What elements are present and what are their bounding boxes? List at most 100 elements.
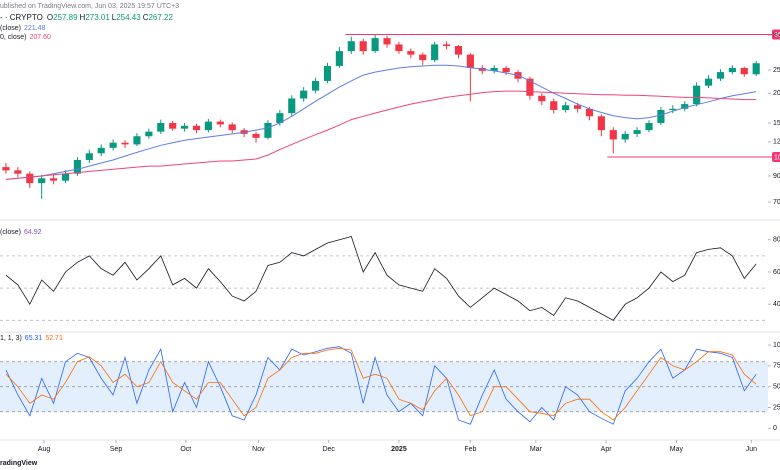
candle-body	[728, 67, 736, 73]
rsi-line	[5, 236, 757, 321]
candle-body	[704, 78, 713, 86]
candle-body	[288, 98, 296, 114]
candle-body	[621, 133, 629, 140]
stoch-legend-name: 1, 1, 3)	[0, 335, 22, 342]
y-tick-label: 150	[773, 120, 780, 127]
candle-body	[502, 67, 510, 73]
stoch-y-tick-label: 0	[773, 425, 777, 432]
level-tag	[772, 152, 780, 163]
candle-body	[300, 90, 308, 99]
stoch-d-value: 52.71	[45, 335, 63, 342]
rsi-y-tick-label: 40	[773, 301, 780, 308]
x-tick-label: Aug	[38, 446, 51, 453]
candle-body	[573, 105, 582, 109]
candle-body	[538, 95, 546, 102]
candle-body	[526, 78, 534, 96]
candle-body	[169, 122, 177, 129]
candle-body	[61, 173, 70, 181]
candle-body	[609, 130, 617, 140]
stoch-k-value: 65.31	[25, 335, 43, 342]
candle-body	[276, 113, 284, 123]
candle-body	[633, 130, 641, 134]
candle-body	[157, 122, 165, 132]
candle-body	[121, 142, 129, 145]
level-label: 352	[774, 32, 780, 39]
x-tick-label: 2025	[391, 446, 407, 453]
ohlc-key: H	[80, 13, 86, 22]
ma-legend-name: 0, close)	[0, 34, 26, 41]
ma-legend-name: (close)	[0, 25, 21, 32]
ohlc-key: C	[143, 13, 149, 22]
candle-body	[645, 122, 653, 131]
candle-body	[562, 105, 570, 111]
ma-legend-label: 0, close) 207.60	[0, 34, 51, 41]
ohlc-value: 254.43	[116, 13, 141, 22]
candle-body	[73, 159, 81, 174]
symbol: - · CRYPTO O257.89 H273.01 L254.43 C267.22	[0, 13, 174, 22]
candle-body	[597, 116, 605, 131]
candle-body	[192, 125, 201, 131]
ma-legend-label: (close) 221.48	[0, 25, 46, 32]
candle-body	[466, 54, 474, 68]
y-tick-label: 70	[773, 199, 780, 206]
candle-body	[252, 133, 260, 138]
x-tick-label: Feb	[464, 446, 476, 453]
x-tick-label: May	[670, 446, 684, 453]
candle-body	[740, 67, 748, 75]
ohlc-value: 257.89	[53, 13, 78, 22]
moving-average	[5, 90, 757, 180]
candle-body	[145, 131, 153, 137]
candle-body	[431, 44, 439, 61]
labels: ublished on TradingView.com, Jun 03, 202…	[0, 3, 780, 467]
y-tick-label: 250	[773, 67, 780, 74]
candle-body	[347, 41, 355, 52]
ma-legend-value: 221.48	[24, 25, 46, 32]
rsi-legend: (close) 64.92	[0, 229, 42, 236]
stoch-y-tick-label: 25	[773, 404, 780, 411]
rsi-y-tick-label: 80	[773, 237, 780, 244]
candle-body	[359, 41, 367, 52]
x-tick-label: Sep	[110, 446, 123, 453]
stoch-y-tick-label: 75	[773, 363, 780, 370]
marks	[2, 29, 780, 425]
y-tick-label: 350	[773, 32, 780, 39]
candle-body	[97, 147, 105, 154]
candle-body	[585, 108, 594, 117]
candle-body	[442, 44, 451, 47]
candle-body	[681, 104, 689, 109]
candle-body	[38, 178, 46, 184]
ohlc-key: L	[112, 13, 117, 22]
candle-body	[2, 167, 10, 171]
x-tick-label: Mar	[530, 446, 543, 453]
x-tick-label: Nov	[252, 446, 265, 453]
candle-body	[383, 38, 391, 45]
y-tick-label: 90	[773, 173, 780, 180]
candle-body	[693, 85, 701, 105]
candle-body	[490, 67, 498, 71]
candle-body	[395, 44, 403, 52]
ohlc-value: 267.22	[148, 13, 173, 22]
published: ublished on TradingView.com, Jun 03, 202…	[0, 3, 179, 10]
candle-body	[371, 38, 379, 52]
x-tick-label: Apr	[601, 446, 613, 453]
level-label: 108	[774, 154, 780, 161]
rsi-y-tick-label: 60	[773, 269, 780, 276]
stoch-y-tick-label: 50	[773, 384, 780, 391]
candle-body	[752, 63, 760, 75]
candle-body	[133, 136, 141, 145]
y-tick-label: 200	[773, 90, 780, 97]
candle-body	[26, 173, 34, 184]
candle-body	[407, 51, 415, 55]
ohlc-key: O	[47, 13, 53, 22]
candle-body	[669, 108, 677, 111]
level-tag	[772, 29, 780, 40]
stoch-d-line	[5, 347, 757, 421]
x-tick-label: Jun	[746, 446, 757, 453]
moving-average	[5, 64, 757, 180]
candle-body	[181, 125, 189, 129]
candle-body	[550, 101, 558, 111]
candle-body	[264, 122, 272, 138]
candle-body	[228, 124, 236, 131]
x-tick-label: Oct	[180, 446, 191, 453]
rsi-legend-name: (close)	[0, 229, 21, 236]
